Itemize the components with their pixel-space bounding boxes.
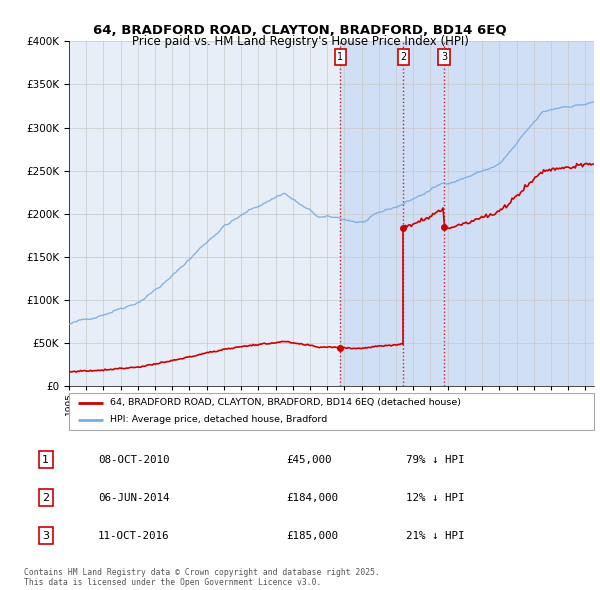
Text: 06-JUN-2014: 06-JUN-2014: [98, 493, 170, 503]
Bar: [340, 41, 594, 386]
Text: 1: 1: [337, 52, 344, 62]
Text: £185,000: £185,000: [286, 530, 338, 540]
FancyBboxPatch shape: [69, 393, 594, 430]
Text: £45,000: £45,000: [286, 455, 332, 464]
Text: 08-OCT-2010: 08-OCT-2010: [98, 455, 170, 464]
Text: Contains HM Land Registry data © Crown copyright and database right 2025.
This d: Contains HM Land Registry data © Crown c…: [24, 568, 380, 587]
Text: 2: 2: [42, 493, 49, 503]
Text: 64, BRADFORD ROAD, CLAYTON, BRADFORD, BD14 6EQ: 64, BRADFORD ROAD, CLAYTON, BRADFORD, BD…: [93, 24, 507, 37]
Text: 64, BRADFORD ROAD, CLAYTON, BRADFORD, BD14 6EQ (detached house): 64, BRADFORD ROAD, CLAYTON, BRADFORD, BD…: [110, 398, 461, 407]
Text: HPI: Average price, detached house, Bradford: HPI: Average price, detached house, Brad…: [110, 415, 327, 424]
Text: 1: 1: [42, 455, 49, 464]
Text: 3: 3: [42, 530, 49, 540]
Text: 2: 2: [400, 52, 407, 62]
Text: 11-OCT-2016: 11-OCT-2016: [98, 530, 170, 540]
Text: £184,000: £184,000: [286, 493, 338, 503]
Text: Price paid vs. HM Land Registry's House Price Index (HPI): Price paid vs. HM Land Registry's House …: [131, 35, 469, 48]
Text: 12% ↓ HPI: 12% ↓ HPI: [406, 493, 464, 503]
Text: 79% ↓ HPI: 79% ↓ HPI: [406, 455, 464, 464]
Text: 21% ↓ HPI: 21% ↓ HPI: [406, 530, 464, 540]
Text: 3: 3: [441, 52, 447, 62]
